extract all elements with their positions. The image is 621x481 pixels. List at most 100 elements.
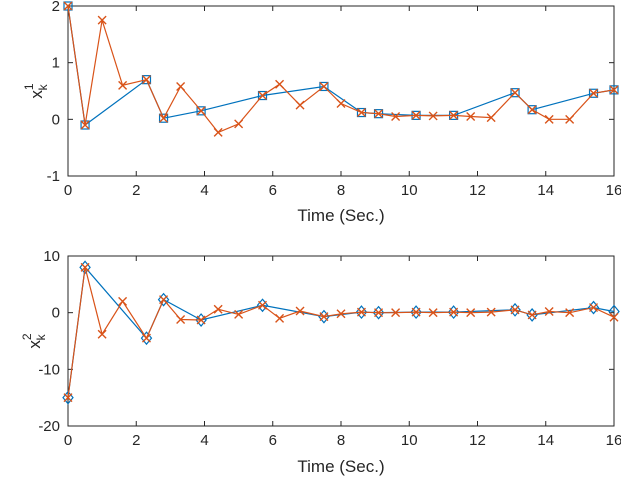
plot-0-xtick-label: 6 [269,182,277,199]
data-point-continuous [411,307,421,317]
plot-x2-ylabel-base: x [25,340,44,349]
data-point-continuous [141,333,151,343]
data-point-continuous [391,308,401,318]
data-point-sampled [527,105,537,115]
data-point-continuous [63,1,73,11]
data-point-sampled [509,302,521,317]
data-point-continuous [319,81,329,91]
data-point-continuous [609,312,619,322]
data-point-sampled [609,85,619,95]
data-point-continuous [295,306,305,316]
data-point-continuous [319,312,329,322]
plot-0-ytick-label: 0 [52,111,60,128]
data-point-continuous [176,314,186,324]
data-point-continuous [213,127,223,137]
plot-x1-axes-box [67,5,615,177]
data-point-continuous [159,295,169,305]
data-point-sampled [256,298,269,313]
data-point-continuous [275,313,285,323]
data-point-sampled [588,88,599,98]
data-point-continuous [141,75,151,85]
data-point-sampled [158,113,169,123]
plot-x1-xlabel: Time (Sec.) [297,206,384,225]
data-point-continuous [159,113,169,123]
data-point-continuous [258,300,268,310]
svg-text:x2k: x2k [20,333,48,349]
svg-text:x1k: x1k [22,83,50,99]
plot-1-xtick-label: 2 [132,432,140,449]
data-point-continuous [510,305,520,315]
plot-1-ytick-label: -20 [38,418,60,435]
data-point-sampled [372,305,385,320]
plot-0-ytick-label: 2 [52,0,60,15]
data-point-continuous [97,329,107,339]
plot-0-ytick-label: -1 [47,168,60,185]
plot-0-xtick-label: 4 [200,182,208,199]
plot-x2-xlabel: Time (Sec.) [297,457,384,476]
plot-x2-ticks: 0 2 4 6 8 10 12 14 16 -20 -10 0 10 [38,248,621,449]
data-point-continuous [449,110,459,120]
data-point-continuous [391,112,401,121]
plot-x2-series [62,260,620,405]
data-point-continuous [609,85,619,95]
data-point-continuous [466,308,476,318]
plot-x2-ylabel: x2k [20,333,48,349]
data-point-continuous [510,88,520,98]
plot-1-xtick-label: 8 [337,432,345,449]
plot-0-xtick-label: 10 [401,182,418,199]
data-point-sampled [510,88,520,98]
data-point-sampled [318,309,330,324]
data-point-continuous [80,120,90,130]
data-point-continuous [336,98,346,108]
data-point-sampled [79,260,91,275]
data-point-sampled [355,305,368,320]
plot-1-xtick-label: 0 [64,432,72,449]
data-point-continuous [196,106,206,116]
plot-0-ytick-label: 1 [52,55,60,72]
data-point-continuous [589,303,599,313]
plot-x2-ylabel-superscript: 2 [20,333,34,340]
data-point-continuous [565,308,575,318]
data-point-continuous [213,304,223,314]
plot-0-xtick-label: 8 [337,182,345,199]
data-point-continuous [374,308,384,318]
plot-x1-series [63,1,619,137]
data-point-sampled [447,305,460,320]
data-point-continuous [118,80,128,90]
data-point-continuous [275,79,285,89]
data-point-continuous [589,88,599,98]
plot-1-xtick-label: 14 [537,432,554,449]
data-point-continuous [428,111,438,121]
plot-1-ytick-label: 10 [43,248,60,265]
plot-1-xtick-label: 4 [200,432,208,449]
data-point-continuous [80,262,90,272]
plot-x1-ylabel-superscript: 1 [22,83,36,90]
data-point-sampled [141,75,152,85]
data-point-continuous [565,114,575,124]
plot-x2-ylabel-subscript: k [34,333,48,340]
data-point-continuous [196,315,206,325]
data-point-continuous [374,109,384,119]
data-point-sampled [157,292,170,307]
data-point-continuous [527,105,537,115]
data-point-sampled [257,90,268,101]
data-point-continuous [356,108,366,118]
plot-0-xtick-label: 14 [537,182,554,199]
plot-1-xtick-label: 12 [469,432,486,449]
data-point-sampled [196,106,206,116]
plot-x2-axes-box [67,255,615,427]
data-point-continuous [176,81,186,91]
data-point-continuous [527,310,537,320]
data-point-continuous [486,307,496,317]
plot-0-xtick-label: 2 [132,182,140,199]
data-point-continuous [449,307,459,317]
data-point-sampled [319,81,329,92]
data-point-continuous [486,113,496,123]
data-point-sampled [410,305,422,320]
plot-x1-ylabel-subscript: k [36,83,50,90]
data-point-continuous [544,114,554,124]
data-point-continuous [234,309,244,319]
data-point-continuous [428,308,438,318]
plot-x1-ylabel: x1k [22,83,50,99]
